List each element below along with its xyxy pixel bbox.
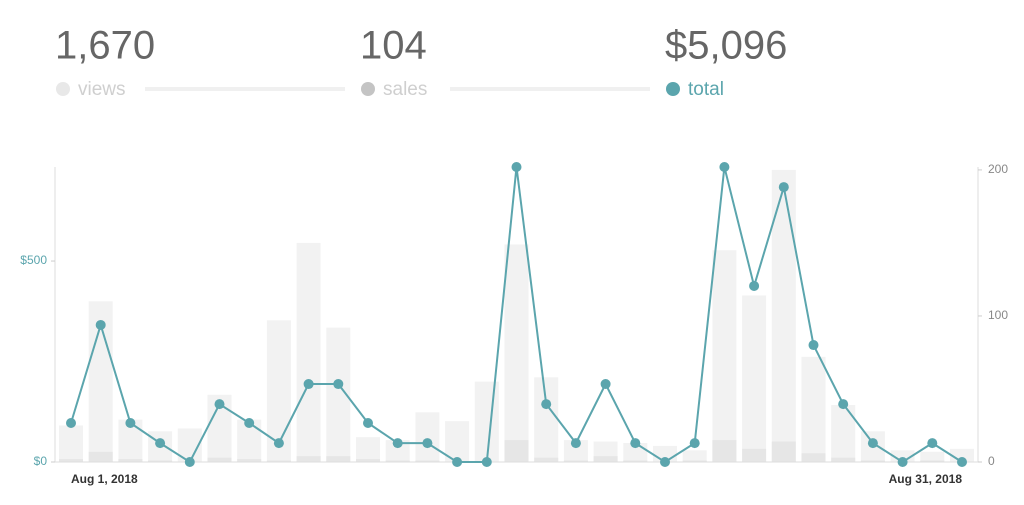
- legend-label: views: [78, 79, 126, 100]
- point: [541, 399, 552, 410]
- point: [719, 162, 730, 172]
- bar: [504, 244, 529, 462]
- bar: [623, 460, 648, 462]
- y2-tick-label: 200: [988, 162, 1008, 176]
- point: [184, 457, 195, 467]
- bar: [118, 459, 143, 462]
- point: [363, 418, 373, 429]
- bar: [534, 457, 559, 462]
- bar: [207, 457, 232, 462]
- point: [333, 379, 344, 390]
- bar: [712, 440, 737, 462]
- point: [95, 319, 106, 330]
- y-tick-label: $500: [20, 253, 47, 267]
- bar: [266, 460, 291, 462]
- bar: [593, 456, 618, 462]
- point: [273, 438, 284, 449]
- legend-dot: [361, 82, 375, 96]
- bar: [920, 460, 945, 462]
- point: [660, 457, 670, 467]
- point: [749, 280, 760, 291]
- bar: [563, 440, 588, 462]
- point: [838, 399, 849, 410]
- legend-dot: [56, 82, 70, 96]
- legend-label: total: [688, 79, 724, 100]
- point: [808, 340, 819, 351]
- legend-dot: [666, 82, 680, 96]
- bar: [296, 456, 321, 462]
- bar: [504, 440, 529, 462]
- point: [452, 457, 463, 467]
- bar: [831, 457, 856, 462]
- point: [778, 182, 789, 193]
- point: [66, 418, 76, 429]
- bar: [860, 460, 885, 462]
- bar: [534, 377, 559, 462]
- point: [125, 418, 136, 429]
- point: [957, 457, 967, 467]
- bar: [148, 460, 173, 462]
- bar: [118, 419, 143, 462]
- point: [244, 418, 255, 429]
- point: [214, 399, 225, 410]
- stat-value: 1,670: [55, 24, 155, 68]
- bar: [771, 441, 796, 462]
- bar: [890, 450, 915, 462]
- bar: [385, 440, 410, 462]
- bar: [88, 451, 113, 462]
- point: [303, 379, 314, 390]
- point: [927, 438, 938, 449]
- bar: [771, 169, 796, 463]
- bar: [415, 460, 440, 462]
- bar: [682, 450, 707, 462]
- point: [511, 162, 522, 172]
- bar: [474, 381, 499, 462]
- bar: [59, 459, 83, 462]
- y-tick-label: $0: [34, 454, 48, 468]
- stat-value: 104: [360, 24, 427, 68]
- point: [867, 438, 878, 449]
- point: [570, 438, 581, 449]
- bar: [742, 448, 767, 462]
- y2-tick-label: 100: [988, 308, 1008, 322]
- bar: [445, 421, 470, 462]
- point: [630, 438, 641, 449]
- bar: [801, 453, 826, 462]
- bar: [415, 412, 440, 462]
- bar: [237, 459, 262, 462]
- bar: [712, 250, 737, 462]
- bar: [563, 460, 588, 462]
- bar: [356, 437, 380, 462]
- bar: [326, 456, 351, 462]
- bar: [356, 459, 380, 462]
- point: [422, 438, 433, 449]
- point: [689, 438, 700, 449]
- point: [481, 457, 492, 467]
- x-tick-label: Aug 31, 2018: [889, 472, 963, 486]
- point: [155, 438, 166, 449]
- bar: [742, 295, 767, 462]
- stat-value: $5,096: [665, 24, 787, 68]
- bar: [385, 460, 410, 462]
- y2-tick-label: 0: [988, 454, 995, 468]
- bar: [296, 242, 321, 462]
- bar: [801, 356, 826, 462]
- point: [897, 457, 908, 467]
- bar: [682, 460, 707, 462]
- bar: [920, 451, 945, 462]
- bar: [59, 425, 83, 462]
- point: [392, 438, 403, 449]
- legend-label: sales: [383, 79, 427, 100]
- x-tick-label: Aug 1, 2018: [71, 472, 138, 486]
- point: [600, 379, 611, 390]
